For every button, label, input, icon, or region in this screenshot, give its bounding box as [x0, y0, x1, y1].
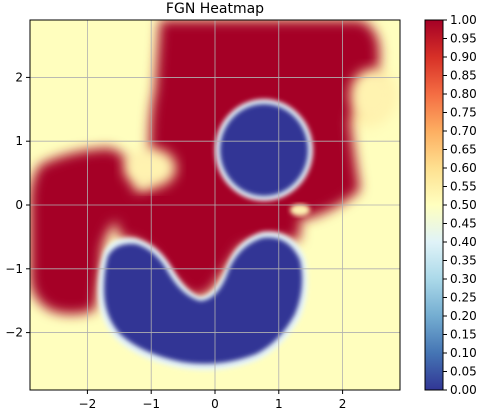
x-tick-label: 1: [275, 397, 283, 411]
heatmap-plot-area: [30, 20, 400, 390]
colorbar-tick-label: 0.85: [450, 69, 477, 83]
colorbar-tick-label: 0.90: [450, 50, 477, 64]
colorbar-tick-label: 0.10: [450, 346, 477, 360]
x-tick-label: −2: [79, 397, 97, 411]
x-axis-ticks: −2 −1 0 1 2: [79, 390, 347, 411]
colorbar-tick-label: 0.95: [450, 32, 477, 46]
colorbar-tick-label: 0.40: [450, 235, 477, 249]
colorbar-tick-label: 0.70: [450, 124, 477, 138]
grid-lines: [30, 20, 400, 390]
colorbar-tick-label: 0.80: [450, 87, 477, 101]
colorbar-tick-label: 0.25: [450, 291, 477, 305]
colorbar-tick-label: 0.75: [450, 106, 477, 120]
x-tick-label: −1: [142, 397, 160, 411]
heatmap-region-center-band: [110, 188, 300, 298]
colorbar-tick-label: 0.20: [450, 309, 477, 323]
y-axis-ticks: 2 1 0 −1 −2: [5, 70, 30, 340]
chart-title: FGN Heatmap: [166, 1, 264, 17]
heatmap-pale-spot-right: [350, 69, 394, 121]
colorbar-tick-label: 0.15: [450, 328, 477, 342]
heatmap-pale-spot-left: [124, 148, 176, 188]
heatmap-region-upper-circle: [220, 104, 308, 196]
colorbar-tick-label: 0.05: [450, 365, 477, 379]
colorbar-ticks: 1.00 0.95 0.90 0.85 0.80 0.75 0.70 0.65 0.60 0.55…: [443, 13, 477, 397]
colorbar: 1.00 0.95 0.90 0.85 0.80 0.75 0.70 0.65 0.60 0.55…: [424, 13, 477, 397]
colorbar-fill: [425, 20, 443, 390]
colorbar-tick-label: 0.60: [450, 161, 477, 175]
heatmap-region-left-lobe: [30, 148, 138, 314]
y-tick-label: 0: [15, 198, 23, 212]
colorbar-tick-label: 1.00: [450, 13, 477, 27]
colorbar-tick-label: 0.30: [450, 272, 477, 286]
x-tick-label: 0: [211, 397, 219, 411]
colorbar-tick-label: 0.55: [450, 180, 477, 194]
x-tick-label: 2: [339, 397, 347, 411]
y-tick-label: 1: [15, 134, 23, 148]
y-tick-label: 2: [15, 70, 23, 84]
y-tick-label: −1: [5, 262, 23, 276]
colorbar-tick-label: 0.35: [450, 254, 477, 268]
colorbar-tick-label: 0.65: [450, 143, 477, 157]
y-tick-label: −2: [5, 326, 23, 340]
heatmap-pale-notch: [290, 204, 310, 216]
colorbar-tick-label: 0.00: [450, 383, 477, 397]
colorbar-tick-label: 0.50: [450, 198, 477, 212]
colorbar-tick-label: 0.45: [450, 217, 477, 231]
